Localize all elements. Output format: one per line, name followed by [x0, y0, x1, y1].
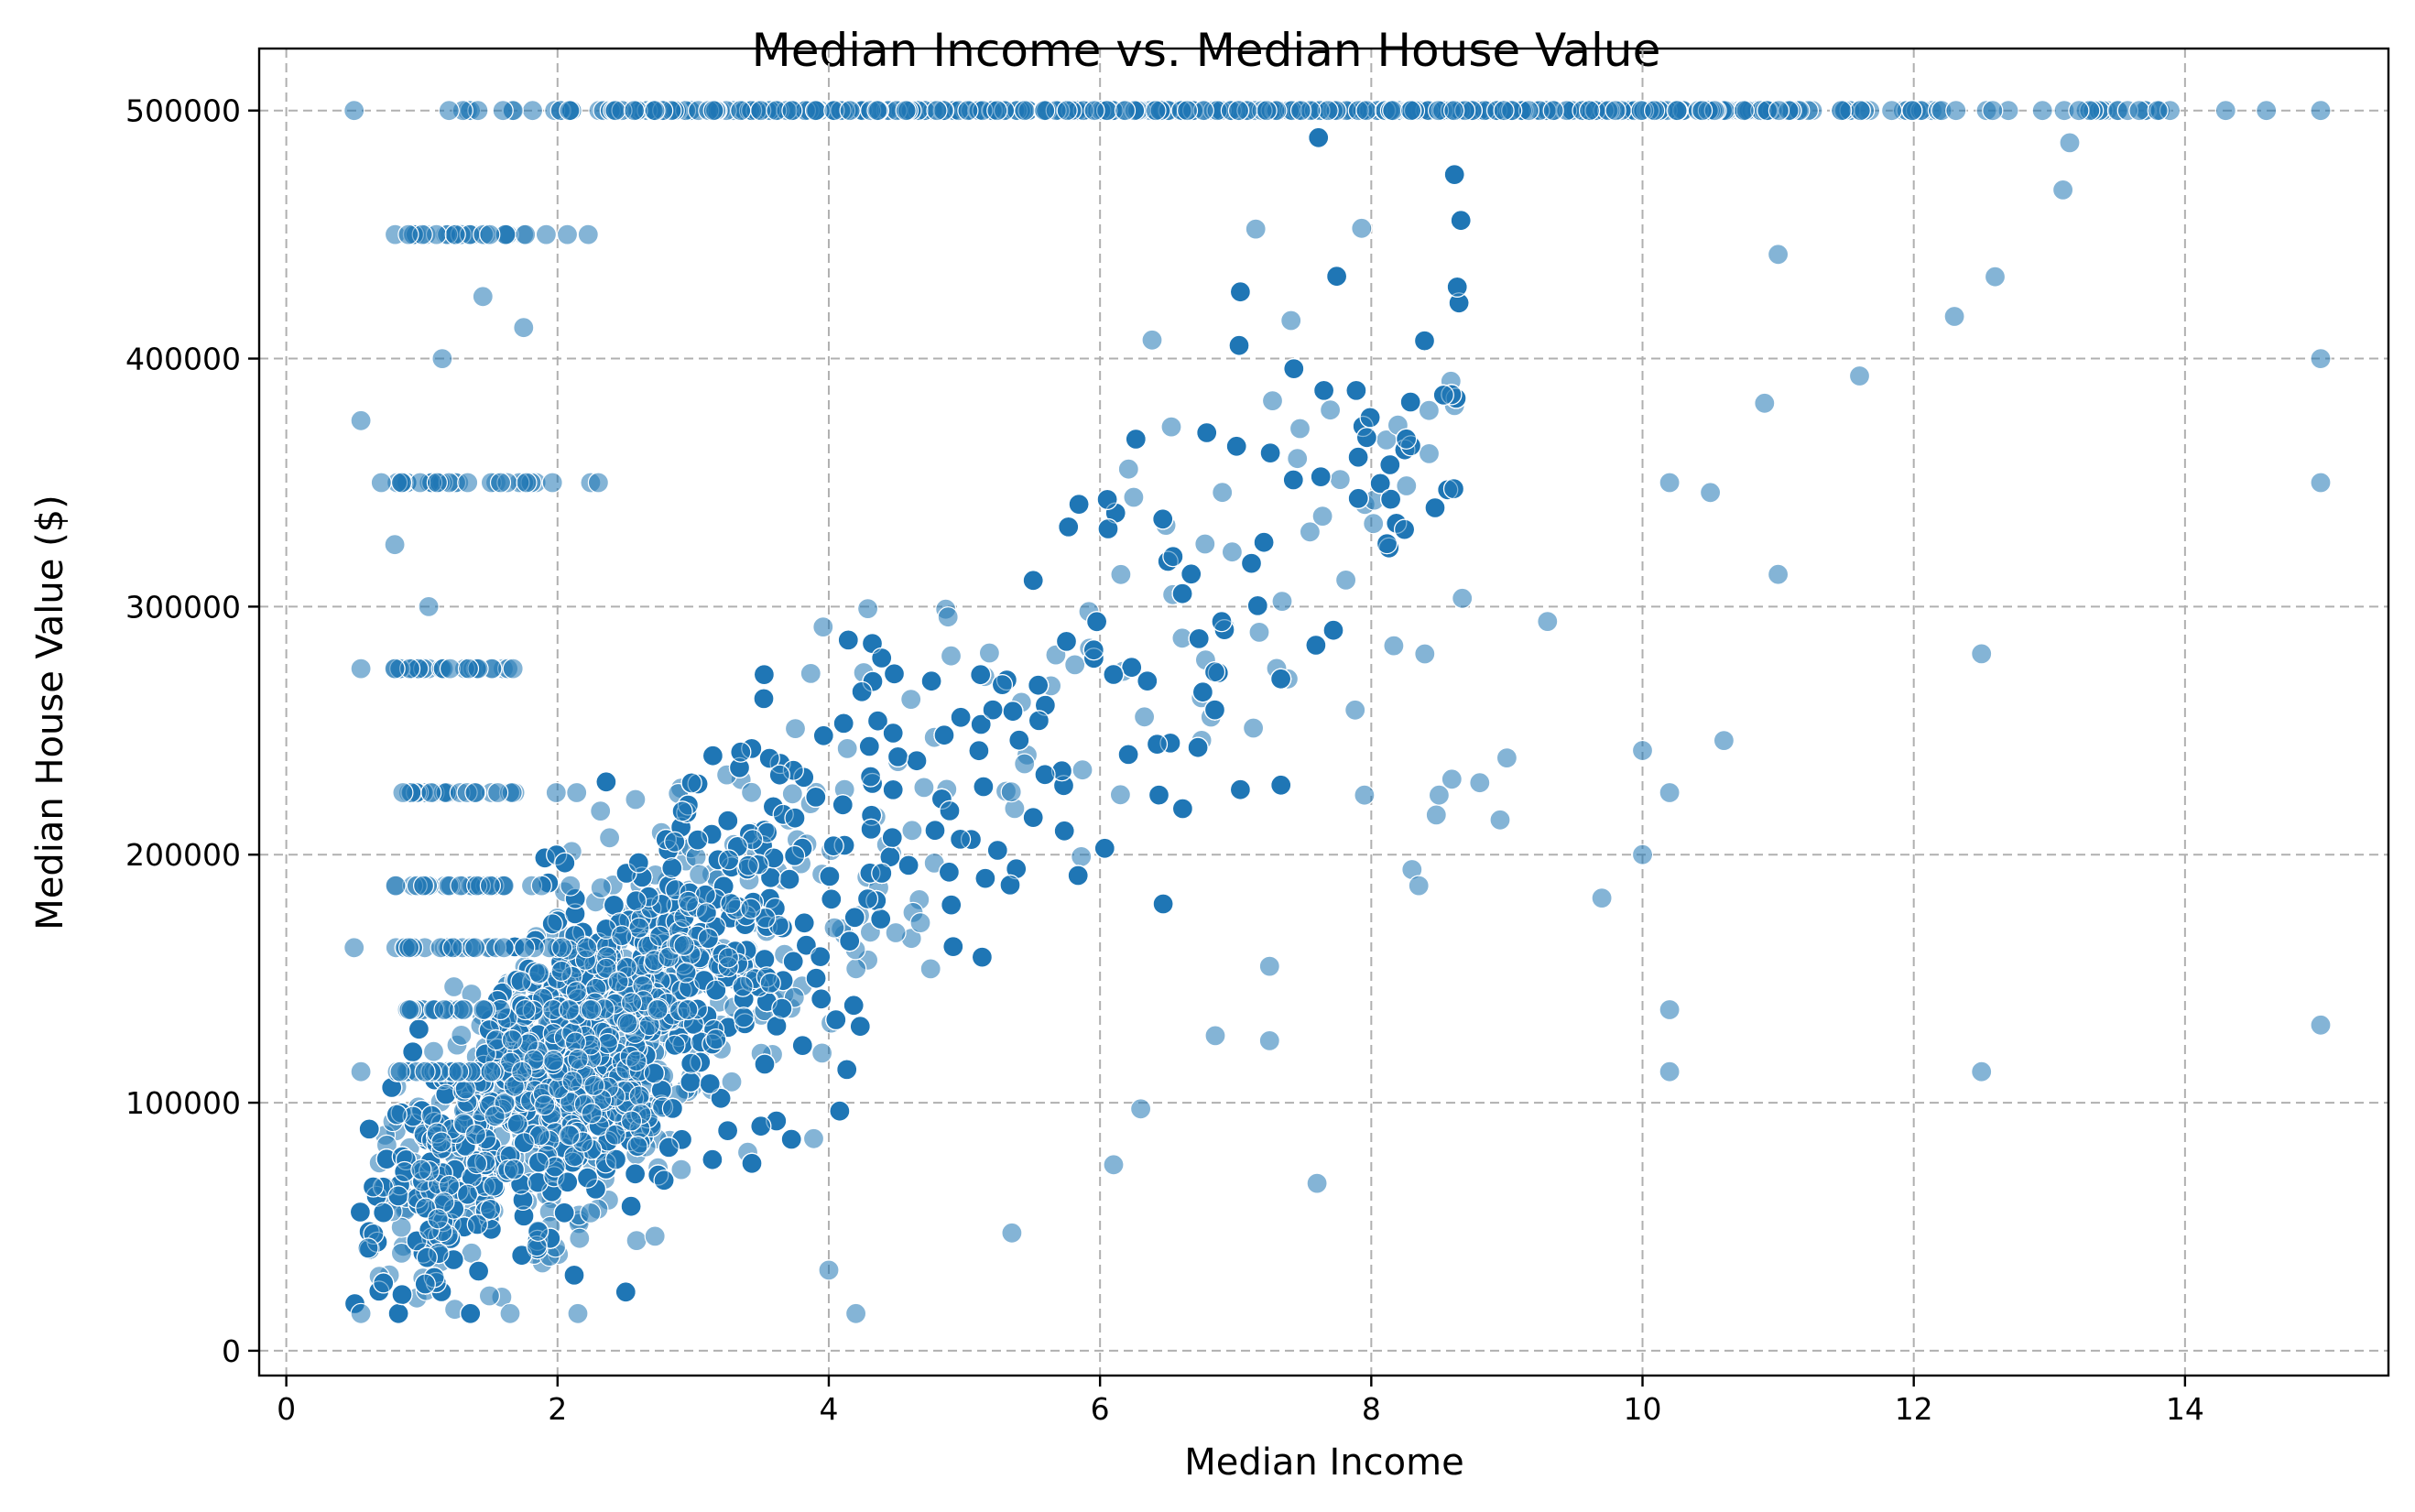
data-point [937, 606, 959, 628]
data-point [836, 737, 858, 760]
data-point [1117, 458, 1139, 480]
data-point [1245, 218, 1267, 240]
data-point [1299, 521, 1322, 543]
data-point [461, 1242, 483, 1264]
data-point [590, 876, 612, 899]
data-point [1383, 635, 1405, 657]
data-point [1287, 448, 1309, 470]
data-point [784, 717, 807, 740]
data-point [1271, 590, 1293, 613]
data-point [740, 781, 763, 803]
data-point [1334, 569, 1357, 592]
data-points [343, 100, 2332, 1324]
data-point [900, 688, 922, 711]
data-point [901, 820, 923, 842]
data-point [1261, 390, 1284, 412]
data-point [1071, 845, 1093, 868]
data-point [1242, 717, 1265, 739]
data-point [1351, 217, 1373, 239]
data-point [940, 645, 963, 667]
data-point [1280, 310, 1302, 332]
data-point [1289, 418, 1311, 440]
data-point [913, 777, 935, 799]
data-point [845, 958, 867, 980]
data-point [781, 783, 803, 805]
data-point [1329, 468, 1351, 491]
data-point [802, 1127, 825, 1149]
data-point [1441, 768, 1463, 790]
data-point [1160, 416, 1182, 438]
data-point [1133, 706, 1156, 728]
data-point [1363, 513, 1385, 535]
data-point [1014, 753, 1036, 775]
data-point [978, 642, 1001, 664]
data-point [598, 827, 621, 849]
data-point [1123, 486, 1145, 508]
data-point [1109, 784, 1132, 806]
data-point [1425, 804, 1447, 826]
data-point [1194, 533, 1216, 555]
data-point [451, 1024, 473, 1047]
data-point [1248, 621, 1270, 644]
data-point [1418, 399, 1441, 421]
data-point [422, 1040, 445, 1062]
data-point [1344, 699, 1366, 721]
data-point [1064, 654, 1086, 676]
data-point [569, 1227, 591, 1249]
data-point [580, 1202, 602, 1224]
data-point [1221, 541, 1244, 563]
data-point [478, 1285, 501, 1307]
data-point [1110, 563, 1132, 585]
data-point [1319, 399, 1342, 421]
data-point [812, 615, 834, 638]
data-point [390, 1216, 412, 1238]
data-point [721, 1071, 743, 1093]
data-point [1141, 329, 1163, 351]
data-point [1414, 643, 1436, 665]
data-point [919, 958, 941, 980]
data-point [1212, 482, 1234, 504]
data-point [823, 917, 845, 939]
data-point [443, 975, 465, 998]
data-point [1396, 474, 1418, 497]
data-point [1072, 759, 1093, 781]
data-point [1418, 442, 1441, 464]
data-point [644, 1225, 666, 1247]
data-point [885, 921, 907, 944]
data-point [1452, 587, 1474, 609]
data-point [909, 911, 931, 934]
chart-title: Median Income vs. Median House Value [752, 24, 1661, 77]
data-point [688, 864, 711, 886]
data-point [1311, 505, 1333, 528]
data-point [670, 1158, 692, 1180]
data-point [810, 1042, 833, 1064]
data-point [625, 789, 647, 810]
data-point [1000, 781, 1022, 803]
data-point [856, 597, 879, 620]
data-point [590, 800, 612, 822]
data-point [800, 662, 821, 685]
data-point [626, 1229, 647, 1252]
data-point [390, 1242, 412, 1265]
